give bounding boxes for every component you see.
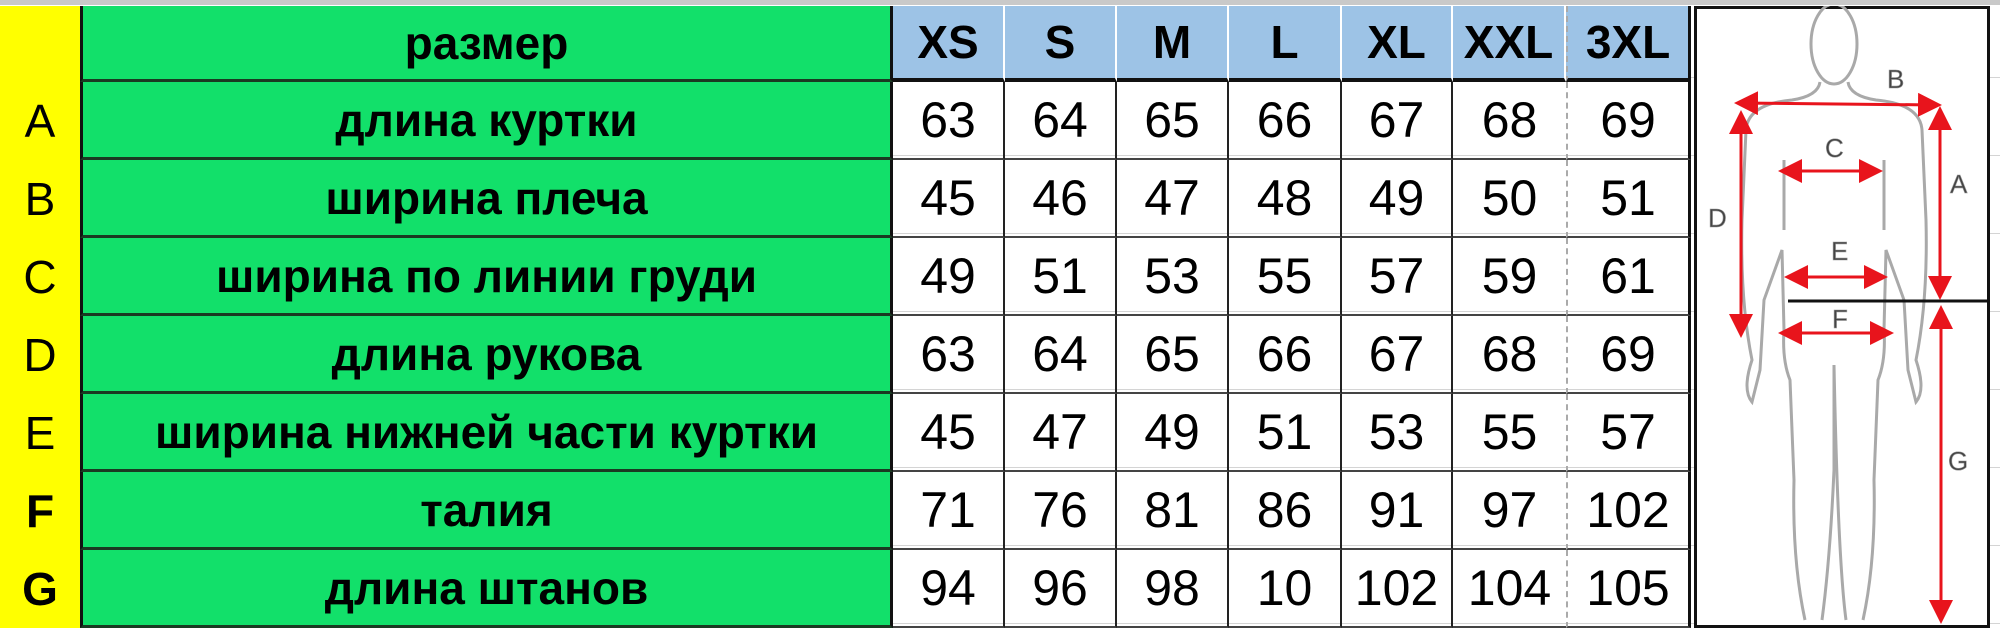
row-label: длина штанов (80, 550, 893, 628)
value-cell: 96 (1005, 550, 1117, 628)
value-cell: 47 (1005, 394, 1117, 472)
value-cell: 48 (1229, 160, 1342, 238)
body-measurement-figure: B A D C E F G (1694, 6, 1990, 628)
row-label: ширина нижней части куртки (80, 394, 893, 472)
value-cell: 10 (1229, 550, 1342, 628)
value-cell: 59 (1453, 238, 1566, 316)
body-diagram: B A D C E F G (1708, 6, 1990, 624)
row-letter: B (0, 160, 80, 238)
arrow-b (1734, 91, 1942, 117)
figure-label-b: B (1887, 64, 1904, 94)
size-header-xxl: XXL (1453, 6, 1566, 82)
value-cell: 69 (1566, 82, 1691, 160)
row-label: ширина по линии груди (80, 238, 893, 316)
value-cell: 53 (1117, 238, 1229, 316)
row-label: ширина плеча (80, 160, 893, 238)
value-cell: 102 (1566, 472, 1691, 550)
row-label: талия (80, 472, 893, 550)
value-cell: 49 (1117, 394, 1229, 472)
value-cell: 64 (1005, 316, 1117, 394)
value-cell: 57 (1566, 394, 1691, 472)
value-cell: 105 (1566, 550, 1691, 628)
value-cell: 50 (1453, 160, 1566, 238)
value-cell: 76 (1005, 472, 1117, 550)
value-cell: 55 (1453, 394, 1566, 472)
value-cell: 68 (1453, 316, 1566, 394)
size-header-xl: XL (1342, 6, 1453, 82)
value-cell: 53 (1342, 394, 1453, 472)
value-cell: 51 (1566, 160, 1691, 238)
value-cell: 51 (1005, 238, 1117, 316)
row-label: длина рукова (80, 316, 893, 394)
value-cell: 65 (1117, 82, 1229, 160)
figure-label-d: D (1708, 203, 1727, 233)
row-letter: G (0, 550, 80, 628)
row-label: длина куртки (80, 82, 893, 160)
row-letter: A (0, 82, 80, 160)
size-header-3xl: 3XL (1566, 6, 1691, 82)
measurement-arrows (1729, 91, 1953, 624)
size-header-l: L (1229, 6, 1342, 82)
value-cell: 63 (893, 82, 1005, 160)
value-cell: 102 (1342, 550, 1453, 628)
value-cell: 49 (1342, 160, 1453, 238)
value-cell: 61 (1566, 238, 1691, 316)
figure-label-f: F (1832, 304, 1848, 334)
row-letter: E (0, 394, 80, 472)
corner-cell (0, 6, 80, 82)
value-cell: 94 (893, 550, 1005, 628)
value-cell: 45 (893, 160, 1005, 238)
value-cell: 67 (1342, 316, 1453, 394)
value-cell: 97 (1453, 472, 1566, 550)
figure-label-a: A (1950, 169, 1968, 199)
value-cell: 55 (1229, 238, 1342, 316)
value-cell: 49 (893, 238, 1005, 316)
value-cell: 47 (1117, 160, 1229, 238)
value-cell: 57 (1342, 238, 1453, 316)
spreadsheet-top-edge (0, 0, 2000, 5)
value-cell: 64 (1005, 82, 1117, 160)
value-cell: 68 (1453, 82, 1566, 160)
figure-label-c: C (1825, 133, 1844, 163)
value-cell: 71 (893, 472, 1005, 550)
value-cell: 45 (893, 394, 1005, 472)
value-cell: 63 (893, 316, 1005, 394)
value-cell: 69 (1566, 316, 1691, 394)
value-cell: 67 (1342, 82, 1453, 160)
value-cell: 65 (1117, 316, 1229, 394)
value-cell: 46 (1005, 160, 1117, 238)
row-letter: C (0, 238, 80, 316)
size-header-s: S (1005, 6, 1117, 82)
row-letter: F (0, 472, 80, 550)
size-header-xs: XS (893, 6, 1005, 82)
value-cell: 81 (1117, 472, 1229, 550)
figure-label-g: G (1948, 446, 1968, 476)
header-label: размер (80, 6, 893, 82)
value-cell: 51 (1229, 394, 1342, 472)
value-cell: 66 (1229, 82, 1342, 160)
row-letter: D (0, 316, 80, 394)
value-cell: 91 (1342, 472, 1453, 550)
value-cell: 66 (1229, 316, 1342, 394)
value-cell: 86 (1229, 472, 1342, 550)
value-cell: 98 (1117, 550, 1229, 628)
value-cell: 104 (1453, 550, 1566, 628)
size-header-m: M (1117, 6, 1229, 82)
figure-label-e: E (1831, 236, 1848, 266)
